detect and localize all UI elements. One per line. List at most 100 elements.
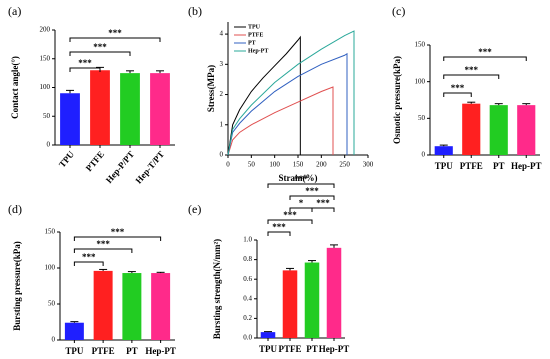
y-tick-label: 50: [43, 112, 51, 120]
x-tick-label: 100: [269, 161, 280, 169]
significance-label: ***: [478, 47, 492, 57]
y-tick-label: 0.2: [243, 314, 252, 322]
significance-bracket: [69, 67, 101, 72]
significance-label: *: [299, 198, 304, 208]
significance-label: ***: [111, 227, 125, 237]
bar: [60, 93, 80, 145]
x-tick-label: TPU: [435, 161, 454, 171]
significance-bracket: [311, 207, 335, 212]
significance-label: ***: [305, 186, 319, 196]
y-axis-label: Osmotic pressure(kPa): [392, 56, 402, 144]
y-tick-label: 3: [220, 60, 224, 68]
significance-bracket: [443, 92, 472, 97]
bar: [326, 247, 342, 338]
legend-label: TPU: [248, 24, 261, 30]
significance-bracket: [267, 231, 291, 236]
significance-label: ***: [465, 65, 479, 75]
y-tick-label: 0: [220, 151, 224, 159]
y-tick-label: 0.8: [243, 255, 252, 263]
panel-label: (c): [392, 4, 405, 18]
x-tick-label: PT: [306, 344, 318, 354]
x-tick-label: Hep-T/PT: [133, 149, 166, 185]
bar: [304, 262, 320, 338]
significance-bracket: [69, 51, 131, 56]
y-tick-label: 100: [45, 264, 56, 272]
line: [227, 86, 334, 156]
legend-label: PT: [248, 40, 256, 46]
significance-bracket: [69, 37, 161, 42]
significance-label: ***: [78, 58, 92, 68]
y-axis-label: Stress(MPa): [206, 65, 216, 112]
x-tick-label: 250: [339, 161, 350, 169]
y-tick-label: 100: [415, 77, 426, 85]
significance-label: ***: [108, 28, 122, 38]
significance-label: ***: [272, 222, 286, 232]
significance-label: ***: [316, 198, 330, 208]
y-tick-label: 150: [40, 54, 51, 62]
bar: [122, 273, 142, 340]
y-tick-label: 0.0: [243, 334, 252, 342]
significance-bracket: [267, 219, 313, 224]
panel-label: (e): [188, 202, 201, 216]
significance-bracket: [73, 248, 133, 253]
y-tick-label: 100: [40, 83, 51, 91]
x-tick-label: 150: [293, 161, 304, 169]
bar: [434, 146, 453, 155]
x-tick-label: 50: [248, 161, 256, 169]
x-tick-label: 300: [363, 161, 374, 169]
x-tick-label: PT: [493, 161, 505, 171]
significance-label: ***: [283, 210, 297, 220]
y-tick-label: 50: [418, 114, 426, 122]
y-tick-label: 0: [422, 151, 426, 159]
y-tick-label: 150: [45, 228, 56, 236]
significance-bracket: [267, 183, 335, 188]
significance-bracket: [443, 56, 527, 61]
x-tick-label: Hep-PT: [145, 346, 176, 356]
bar: [64, 322, 84, 340]
bar: [282, 270, 298, 338]
legend-label: PTFE: [248, 32, 263, 38]
significance-bracket: [73, 261, 104, 266]
bar: [150, 73, 170, 145]
y-axis-label: Bursting strength(N/mm²): [212, 239, 222, 339]
y-tick-label: 200: [40, 26, 51, 34]
significance-bracket: [73, 236, 162, 241]
x-tick-label: Hep-P/PT: [104, 149, 136, 185]
significance-label: ***: [294, 174, 308, 184]
panel-label: (b): [188, 4, 202, 18]
x-tick-label: PTFE: [84, 149, 106, 173]
x-tick-label: 0: [226, 161, 230, 169]
y-tick-label: 0.4: [243, 294, 252, 302]
line: [227, 35, 301, 156]
line: [227, 30, 355, 156]
y-tick-label: 4: [220, 30, 224, 38]
bar: [90, 70, 110, 145]
y-tick-label: 150: [415, 41, 426, 49]
x-tick-label: PTFE: [92, 346, 115, 356]
y-tick-label: 2: [220, 90, 224, 98]
line: [227, 52, 348, 156]
significance-label: ***: [82, 252, 96, 262]
bar: [93, 270, 113, 340]
bar: [489, 105, 508, 155]
significance-label: ***: [451, 83, 465, 93]
y-tick-label: 1.0: [243, 236, 252, 244]
y-tick-label: 0: [47, 141, 51, 149]
bar: [151, 273, 171, 340]
x-tick-label: TPU: [259, 344, 278, 354]
bar: [462, 103, 481, 155]
panel-label: (a): [8, 4, 21, 18]
x-axis-label: Strain(%): [279, 173, 318, 183]
x-tick-label: TPU: [57, 149, 77, 170]
bar: [260, 332, 276, 338]
legend-label: Hep-PT: [248, 48, 268, 54]
bar: [120, 73, 140, 145]
x-tick-label: PTFE: [278, 344, 301, 354]
x-tick-label: Hep-PT: [511, 161, 542, 171]
y-tick-label: 0.6: [243, 275, 252, 283]
x-tick-label: Hep-PT: [319, 344, 350, 354]
y-axis-label: Bursting pressure(kPa): [12, 241, 22, 330]
y-tick-label: 0: [52, 336, 56, 344]
x-tick-label: 200: [316, 161, 327, 169]
